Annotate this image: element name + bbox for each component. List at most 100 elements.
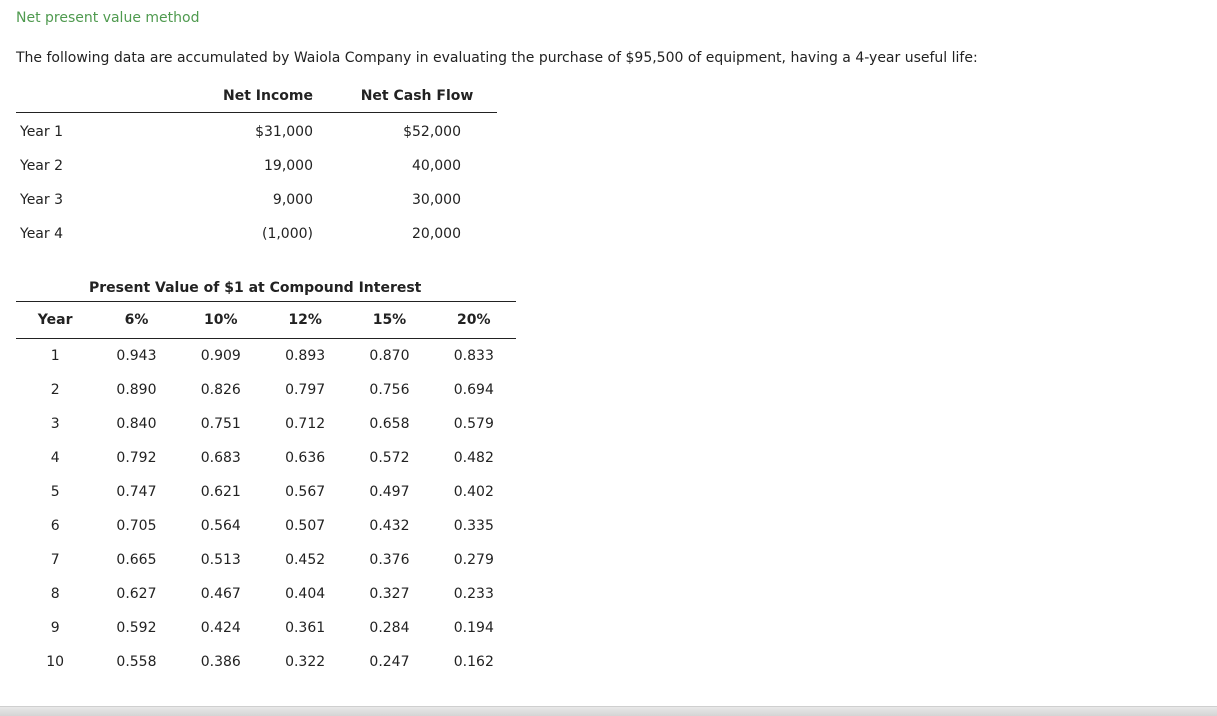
pv-factor-cell: 0.402 (453, 484, 494, 500)
pv-factor-cell: 0.284 (369, 620, 410, 636)
cash-flow-header-net-cash-flow: Net Cash Flow (329, 79, 497, 113)
pv-table-title: Present Value of $1 at Compound Interest (89, 280, 422, 296)
pv-factor-cell: 0.893 (285, 348, 326, 364)
pv-factor-cell: 0.747 (116, 484, 157, 500)
pv-year-cell: 1 (50, 348, 60, 364)
pv-factor-cell: 0.797 (285, 382, 326, 398)
cash-flow-year-label: Year 3 (20, 192, 63, 208)
pv-factor-cell: 0.826 (200, 382, 241, 398)
pv-factor-cell: 0.840 (116, 416, 157, 432)
pv-header-rate: 10% (178, 302, 263, 339)
pv-row: 8 0.627 0.467 0.404 0.327 0.233 (16, 577, 516, 611)
net-cash-flow-value: 30,000 (412, 192, 461, 208)
pv-row: 10 0.558 0.386 0.322 0.247 0.162 (16, 645, 516, 679)
pv-row: 7 0.665 0.513 0.452 0.376 0.279 (16, 543, 516, 577)
pv-factor-cell: 0.665 (116, 552, 157, 568)
pv-factor-cell: 0.279 (453, 552, 494, 568)
pv-year-cell: 9 (50, 620, 60, 636)
pv-factor-cell: 0.327 (369, 586, 410, 602)
pv-year-cell: 7 (50, 552, 60, 568)
pv-factor-cell: 0.233 (453, 586, 494, 602)
problem-intro: The following data are accumulated by Wa… (16, 50, 978, 66)
present-value-table: Year 6% 10% 12% 15% 20% 1 0.943 0.909 0.893… (16, 302, 516, 679)
pv-factor-cell: 0.424 (200, 620, 241, 636)
pv-header-year: Year (16, 302, 95, 339)
cash-flow-year-label: Year 2 (20, 158, 63, 174)
pv-row: 6 0.705 0.564 0.507 0.432 0.335 (16, 509, 516, 543)
cash-flow-year-label: Year 4 (20, 226, 63, 242)
pv-factor-cell: 0.361 (285, 620, 326, 636)
pv-row: 1 0.943 0.909 0.893 0.870 0.833 (16, 339, 516, 374)
pv-factor-cell: 0.909 (200, 348, 241, 364)
pv-factor-cell: 0.621 (200, 484, 241, 500)
cash-flow-header-net-income: Net Income (185, 79, 329, 113)
pv-factor-cell: 0.627 (116, 586, 157, 602)
pv-factor-cell: 0.712 (285, 416, 326, 432)
pv-header-row: Year 6% 10% 12% 15% 20% (16, 302, 516, 339)
pv-header-rate: 6% (94, 302, 179, 339)
net-income-value: $31,000 (255, 124, 313, 140)
cash-flow-row: Year 4 (1,000) 20,000 (16, 217, 497, 251)
pv-year-cell: 6 (50, 518, 60, 534)
pv-factor-cell: 0.870 (369, 348, 410, 364)
pv-factor-cell: 0.751 (200, 416, 241, 432)
cash-flow-table: Net Income Net Cash Flow Year 1 $31,000 … (16, 79, 497, 251)
cash-flow-header-blank (16, 79, 185, 113)
cash-flow-row: Year 1 $31,000 $52,000 (16, 113, 497, 150)
pv-factor-cell: 0.404 (285, 586, 326, 602)
pv-factor-cell: 0.376 (369, 552, 410, 568)
pv-table-body: 1 0.943 0.909 0.893 0.870 0.833 2 0.890 0.826 0.7… (16, 339, 516, 680)
pv-factor-cell: 0.683 (200, 450, 241, 466)
cash-flow-row: Year 3 9,000 30,000 (16, 183, 497, 217)
cash-flow-header-row: Net Income Net Cash Flow (16, 79, 497, 113)
pv-table-title-bar: Present Value of $1 at Compound Interest (16, 279, 516, 302)
pv-factor-cell: 0.705 (116, 518, 157, 534)
net-income-value: 9,000 (272, 192, 313, 208)
pv-factor-cell: 0.658 (369, 416, 410, 432)
pv-factor-cell: 0.567 (285, 484, 326, 500)
pv-year-cell: 4 (50, 450, 60, 466)
pv-factor-cell: 0.432 (369, 518, 410, 534)
pv-factor-cell: 0.890 (116, 382, 157, 398)
net-income-value: (1,000) (261, 226, 313, 242)
pv-year-cell: 10 (46, 654, 65, 670)
pv-year-cell: 3 (50, 416, 60, 432)
problem-heading: Net present value method (16, 10, 200, 26)
pv-factor-cell: 0.792 (116, 450, 157, 466)
cash-flow-row: Year 2 19,000 40,000 (16, 149, 497, 183)
net-cash-flow-value: 20,000 (412, 226, 461, 242)
pv-factor-cell: 0.564 (200, 518, 241, 534)
pv-factor-cell: 0.452 (285, 552, 326, 568)
pv-factor-cell: 0.335 (453, 518, 494, 534)
pv-factor-cell: 0.756 (369, 382, 410, 398)
pv-factor-cell: 0.194 (453, 620, 494, 636)
pv-factor-cell: 0.558 (116, 654, 157, 670)
pv-row: 5 0.747 0.621 0.567 0.497 0.402 (16, 475, 516, 509)
bottom-scroll-edge (0, 706, 1217, 716)
pv-factor-cell: 0.482 (453, 450, 494, 466)
net-cash-flow-value: $52,000 (403, 124, 461, 140)
pv-factor-cell: 0.579 (453, 416, 494, 432)
pv-year-cell: 8 (50, 586, 60, 602)
pv-factor-cell: 0.592 (116, 620, 157, 636)
pv-factor-cell: 0.497 (369, 484, 410, 500)
pv-row: 3 0.840 0.751 0.712 0.658 0.579 (16, 407, 516, 441)
net-income-value: 19,000 (264, 158, 313, 174)
pv-factor-cell: 0.833 (453, 348, 494, 364)
pv-factor-cell: 0.572 (369, 450, 410, 466)
cash-flow-year-label: Year 1 (20, 124, 63, 140)
pv-factor-cell: 0.513 (200, 552, 241, 568)
pv-factor-cell: 0.247 (369, 654, 410, 670)
pv-header-rate: 12% (262, 302, 348, 339)
pv-year-cell: 5 (50, 484, 60, 500)
pv-factor-cell: 0.162 (453, 654, 494, 670)
pv-factor-cell: 0.694 (453, 382, 494, 398)
pv-row: 2 0.890 0.826 0.797 0.756 0.694 (16, 373, 516, 407)
pv-row: 9 0.592 0.424 0.361 0.284 0.194 (16, 611, 516, 645)
pv-factor-cell: 0.636 (285, 450, 326, 466)
pv-factor-cell: 0.467 (200, 586, 241, 602)
pv-year-cell: 2 (50, 382, 60, 398)
pv-header-rate: 15% (347, 302, 432, 339)
pv-factor-cell: 0.386 (200, 654, 241, 670)
